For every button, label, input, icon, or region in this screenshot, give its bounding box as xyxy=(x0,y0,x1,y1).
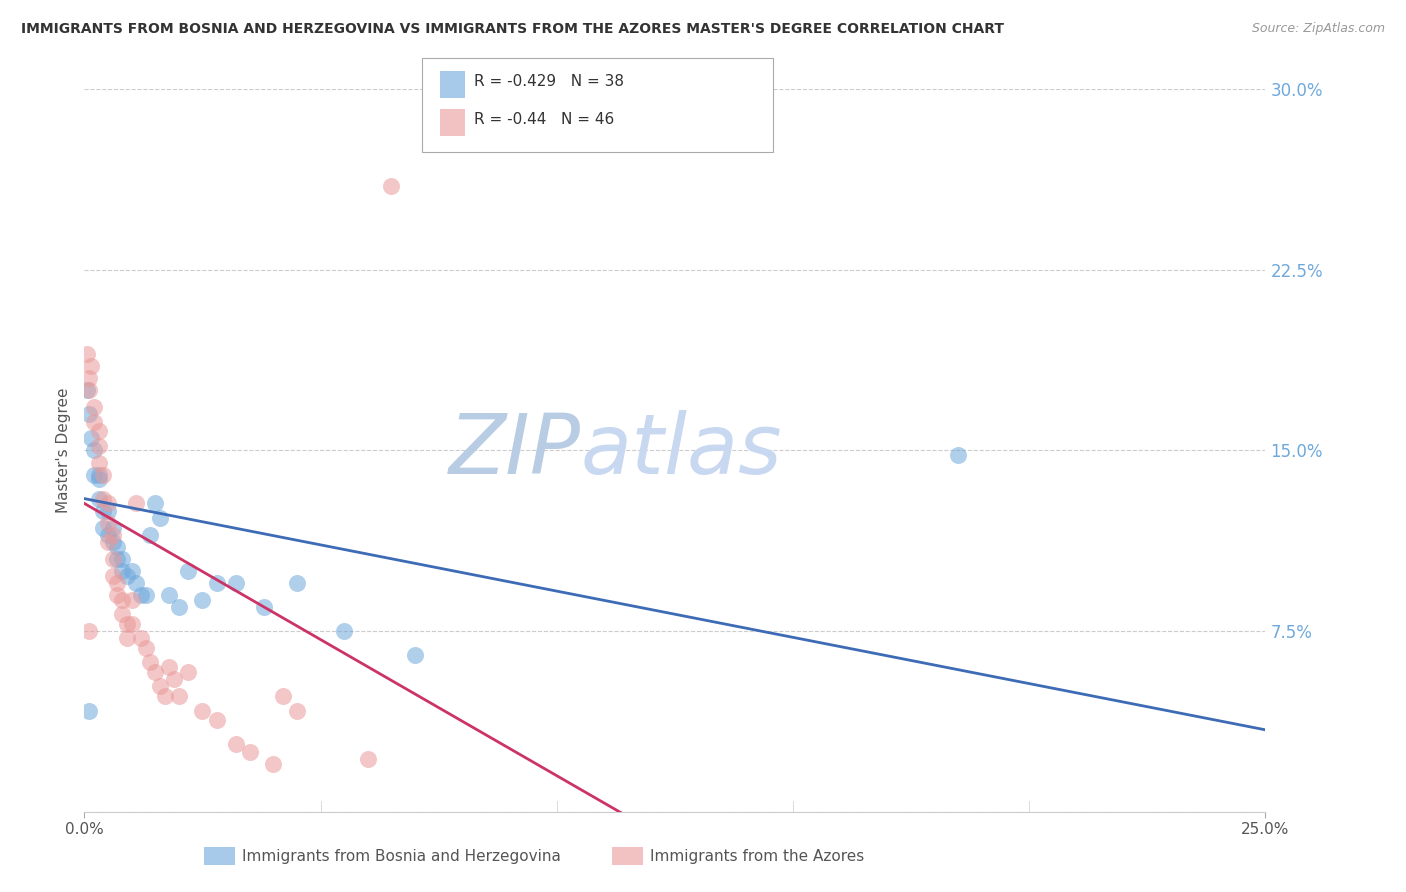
Point xyxy=(111,607,134,622)
Point xyxy=(77,624,100,639)
Point xyxy=(97,516,120,530)
Text: Source: ZipAtlas.com: Source: ZipAtlas.com xyxy=(1251,22,1385,36)
Point xyxy=(91,491,114,506)
Point xyxy=(107,540,129,554)
Point xyxy=(262,756,284,771)
Point xyxy=(77,384,100,398)
Point xyxy=(83,400,105,414)
Point xyxy=(177,665,200,679)
Point xyxy=(239,744,262,758)
Point xyxy=(163,673,186,687)
Point xyxy=(135,640,157,655)
Point xyxy=(87,467,110,482)
Point xyxy=(97,527,120,541)
Point xyxy=(380,178,402,193)
Y-axis label: Master's Degree: Master's Degree xyxy=(56,388,72,513)
Point xyxy=(83,443,105,458)
Point xyxy=(91,503,114,517)
Point xyxy=(205,576,228,591)
Point xyxy=(404,648,426,662)
Point xyxy=(121,592,143,607)
Point xyxy=(153,689,176,703)
Point xyxy=(80,431,103,445)
Point xyxy=(107,551,129,566)
Point xyxy=(97,496,120,510)
Point xyxy=(87,439,110,453)
Point xyxy=(143,496,166,510)
Point xyxy=(101,535,124,549)
Point xyxy=(191,592,214,607)
Point xyxy=(225,737,247,751)
Point xyxy=(167,689,190,703)
Point xyxy=(125,576,148,591)
Text: R = -0.429   N = 38: R = -0.429 N = 38 xyxy=(474,74,624,89)
Point xyxy=(97,535,120,549)
Point xyxy=(253,599,276,614)
Point xyxy=(77,371,100,385)
Point xyxy=(97,503,120,517)
Point xyxy=(87,472,110,486)
Point xyxy=(225,576,247,591)
Point xyxy=(115,616,138,631)
Point xyxy=(285,576,308,591)
Text: IMMIGRANTS FROM BOSNIA AND HERZEGOVINA VS IMMIGRANTS FROM THE AZORES MASTER'S DE: IMMIGRANTS FROM BOSNIA AND HERZEGOVINA V… xyxy=(21,22,1004,37)
Point xyxy=(101,568,124,582)
Point xyxy=(149,680,172,694)
Point xyxy=(139,656,162,670)
Point xyxy=(167,599,190,614)
Point xyxy=(191,704,214,718)
Point xyxy=(129,632,152,646)
Point xyxy=(101,551,124,566)
Text: atlas: atlas xyxy=(581,410,782,491)
Point xyxy=(948,448,970,462)
Point xyxy=(143,665,166,679)
Point xyxy=(101,527,124,541)
Point xyxy=(107,588,129,602)
Point xyxy=(121,564,143,578)
Point xyxy=(111,564,134,578)
Text: Immigrants from the Azores: Immigrants from the Azores xyxy=(650,849,863,863)
Point xyxy=(101,520,124,534)
Point xyxy=(111,592,134,607)
Point xyxy=(115,632,138,646)
Text: R = -0.44   N = 46: R = -0.44 N = 46 xyxy=(474,112,614,127)
Point xyxy=(205,713,228,727)
Point xyxy=(76,347,98,361)
Point xyxy=(271,689,294,703)
Point xyxy=(121,616,143,631)
Point xyxy=(76,384,98,398)
Point xyxy=(157,660,180,674)
Point xyxy=(149,511,172,525)
Point xyxy=(83,415,105,429)
Point xyxy=(107,576,129,591)
Point xyxy=(83,467,105,482)
Point xyxy=(87,424,110,438)
Point xyxy=(111,551,134,566)
Point xyxy=(139,527,162,541)
Point xyxy=(77,407,100,421)
Point xyxy=(115,568,138,582)
Point xyxy=(357,752,380,766)
Point xyxy=(87,455,110,469)
Text: Immigrants from Bosnia and Herzegovina: Immigrants from Bosnia and Herzegovina xyxy=(242,849,561,863)
Point xyxy=(91,520,114,534)
Point xyxy=(91,467,114,482)
Text: ZIP: ZIP xyxy=(449,410,581,491)
Point xyxy=(177,564,200,578)
Point xyxy=(285,704,308,718)
Point xyxy=(135,588,157,602)
Point xyxy=(87,491,110,506)
Point xyxy=(80,359,103,373)
Point xyxy=(157,588,180,602)
Point xyxy=(333,624,356,639)
Point xyxy=(125,496,148,510)
Point xyxy=(129,588,152,602)
Point xyxy=(77,704,100,718)
